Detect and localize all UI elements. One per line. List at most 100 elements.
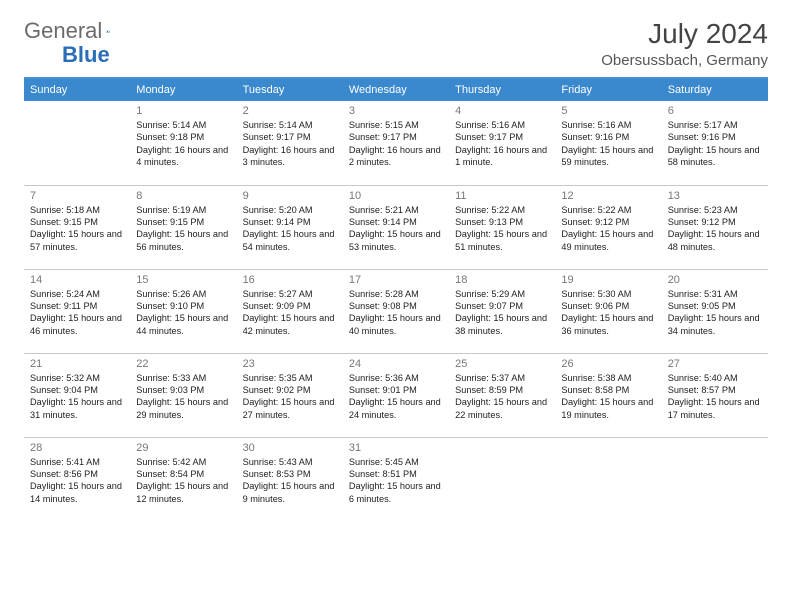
day-info: Sunrise: 5:40 AMSunset: 8:57 PMDaylight:… bbox=[668, 372, 762, 422]
day-number: 7 bbox=[30, 190, 124, 202]
brand-word-1: General bbox=[24, 18, 102, 44]
calendar-cell bbox=[662, 437, 768, 521]
day-number: 24 bbox=[349, 358, 443, 370]
calendar-cell bbox=[24, 101, 130, 185]
calendar-row: 14 Sunrise: 5:24 AMSunset: 9:11 PMDayligh… bbox=[24, 269, 768, 353]
day-number: 4 bbox=[455, 105, 549, 117]
calendar-cell: 2 Sunrise: 5:14 AMSunset: 9:17 PMDaylight… bbox=[237, 101, 343, 185]
day-info: Sunrise: 5:45 AMSunset: 8:51 PMDaylight:… bbox=[349, 456, 443, 506]
day-number: 5 bbox=[561, 105, 655, 117]
day-info: Sunrise: 5:31 AMSunset: 9:05 PMDaylight:… bbox=[668, 288, 762, 338]
calendar-cell: 25 Sunrise: 5:37 AMSunset: 8:59 PMDayligh… bbox=[449, 353, 555, 437]
day-number: 26 bbox=[561, 358, 655, 370]
day-info: Sunrise: 5:32 AMSunset: 9:04 PMDaylight:… bbox=[30, 372, 124, 422]
calendar-cell: 16 Sunrise: 5:27 AMSunset: 9:09 PMDayligh… bbox=[237, 269, 343, 353]
day-info: Sunrise: 5:42 AMSunset: 8:54 PMDaylight:… bbox=[136, 456, 230, 506]
day-info: Sunrise: 5:14 AMSunset: 9:17 PMDaylight:… bbox=[243, 119, 337, 169]
day-info: Sunrise: 5:28 AMSunset: 9:08 PMDaylight:… bbox=[349, 288, 443, 338]
day-number: 21 bbox=[30, 358, 124, 370]
calendar-cell: 24 Sunrise: 5:36 AMSunset: 9:01 PMDayligh… bbox=[343, 353, 449, 437]
day-header-row: SundayMondayTuesdayWednesdayThursdayFrid… bbox=[24, 78, 768, 101]
day-number: 10 bbox=[349, 190, 443, 202]
brand-word-2: Blue bbox=[62, 42, 110, 67]
day-info: Sunrise: 5:16 AMSunset: 9:16 PMDaylight:… bbox=[561, 119, 655, 169]
calendar-cell: 26Sunrise: 5:38 AMSunset: 8:58 PMDayligh… bbox=[555, 353, 661, 437]
day-header: Thursday bbox=[449, 78, 555, 101]
day-header: Friday bbox=[555, 78, 661, 101]
day-info: Sunrise: 5:24 AMSunset: 9:11 PMDaylight:… bbox=[30, 288, 124, 338]
calendar-table: SundayMondayTuesdayWednesdayThursdayFrid… bbox=[24, 77, 768, 521]
day-number: 2 bbox=[243, 105, 337, 117]
day-number: 9 bbox=[243, 190, 337, 202]
page-title: July 2024 bbox=[601, 18, 768, 50]
day-info: Sunrise: 5:23 AMSunset: 9:12 PMDaylight:… bbox=[668, 204, 762, 254]
day-info: Sunrise: 5:43 AMSunset: 8:53 PMDaylight:… bbox=[243, 456, 337, 506]
calendar-cell: 30 Sunrise: 5:43 AMSunset: 8:53 PMDayligh… bbox=[237, 437, 343, 521]
calendar-cell bbox=[555, 437, 661, 521]
calendar-row: 21 Sunrise: 5:32 AMSunset: 9:04 PMDayligh… bbox=[24, 353, 768, 437]
calendar-cell: 11Sunrise: 5:22 AMSunset: 9:13 PMDayligh… bbox=[449, 185, 555, 269]
calendar-cell: 7 Sunrise: 5:18 AMSunset: 9:15 PMDaylight… bbox=[24, 185, 130, 269]
calendar-cell: 8Sunrise: 5:19 AMSunset: 9:15 PMDaylight… bbox=[130, 185, 236, 269]
day-info: Sunrise: 5:27 AMSunset: 9:09 PMDaylight:… bbox=[243, 288, 337, 338]
day-number: 18 bbox=[455, 274, 549, 286]
brand-logo: General bbox=[24, 18, 132, 44]
calendar-cell bbox=[449, 437, 555, 521]
calendar-cell: 6 Sunrise: 5:17 AMSunset: 9:16 PMDaylight… bbox=[662, 101, 768, 185]
calendar-cell: 9 Sunrise: 5:20 AMSunset: 9:14 PMDaylight… bbox=[237, 185, 343, 269]
calendar-cell: 5 Sunrise: 5:16 AMSunset: 9:16 PMDaylight… bbox=[555, 101, 661, 185]
calendar-cell: 12Sunrise: 5:22 AMSunset: 9:12 PMDayligh… bbox=[555, 185, 661, 269]
calendar-cell: 10Sunrise: 5:21 AMSunset: 9:14 PMDayligh… bbox=[343, 185, 449, 269]
location-text: Obersussbach, Germany bbox=[601, 52, 768, 69]
day-number: 16 bbox=[243, 274, 337, 286]
calendar-cell: 23 Sunrise: 5:35 AMSunset: 9:02 PMDayligh… bbox=[237, 353, 343, 437]
page-header: General July 2024 Obersussbach, Germany bbox=[24, 18, 768, 69]
calendar-cell: 18 Sunrise: 5:29 AMSunset: 9:07 PMDayligh… bbox=[449, 269, 555, 353]
calendar-cell: 14 Sunrise: 5:24 AMSunset: 9:11 PMDayligh… bbox=[24, 269, 130, 353]
calendar-row: 1Sunrise: 5:14 AMSunset: 9:18 PMDaylight… bbox=[24, 101, 768, 185]
day-number: 1 bbox=[136, 105, 230, 117]
day-number: 14 bbox=[30, 274, 124, 286]
calendar-head: SundayMondayTuesdayWednesdayThursdayFrid… bbox=[24, 78, 768, 101]
day-number: 30 bbox=[243, 442, 337, 454]
day-info: Sunrise: 5:22 AMSunset: 9:12 PMDaylight:… bbox=[561, 204, 655, 254]
brand-word-2-wrap: Blue bbox=[24, 42, 110, 68]
calendar-cell: 13 Sunrise: 5:23 AMSunset: 9:12 PMDayligh… bbox=[662, 185, 768, 269]
day-info: Sunrise: 5:17 AMSunset: 9:16 PMDaylight:… bbox=[668, 119, 762, 169]
day-number: 23 bbox=[243, 358, 337, 370]
day-number: 11 bbox=[455, 190, 549, 202]
day-number: 25 bbox=[455, 358, 549, 370]
day-number: 6 bbox=[668, 105, 762, 117]
day-header: Tuesday bbox=[237, 78, 343, 101]
calendar-cell: 22Sunrise: 5:33 AMSunset: 9:03 PMDayligh… bbox=[130, 353, 236, 437]
calendar-cell: 15Sunrise: 5:26 AMSunset: 9:10 PMDayligh… bbox=[130, 269, 236, 353]
day-info: Sunrise: 5:35 AMSunset: 9:02 PMDaylight:… bbox=[243, 372, 337, 422]
day-info: Sunrise: 5:30 AMSunset: 9:06 PMDaylight:… bbox=[561, 288, 655, 338]
day-header: Sunday bbox=[24, 78, 130, 101]
day-header: Monday bbox=[130, 78, 236, 101]
day-info: Sunrise: 5:41 AMSunset: 8:56 PMDaylight:… bbox=[30, 456, 124, 506]
day-number: 31 bbox=[349, 442, 443, 454]
day-number: 19 bbox=[561, 274, 655, 286]
day-number: 13 bbox=[668, 190, 762, 202]
day-number: 15 bbox=[136, 274, 230, 286]
day-number: 20 bbox=[668, 274, 762, 286]
calendar-cell: 29Sunrise: 5:42 AMSunset: 8:54 PMDayligh… bbox=[130, 437, 236, 521]
day-info: Sunrise: 5:15 AMSunset: 9:17 PMDaylight:… bbox=[349, 119, 443, 169]
title-block: July 2024 Obersussbach, Germany bbox=[601, 18, 768, 69]
calendar-cell: 1Sunrise: 5:14 AMSunset: 9:18 PMDaylight… bbox=[130, 101, 236, 185]
day-info: Sunrise: 5:16 AMSunset: 9:17 PMDaylight:… bbox=[455, 119, 549, 169]
calendar-cell: 3Sunrise: 5:15 AMSunset: 9:17 PMDaylight… bbox=[343, 101, 449, 185]
day-info: Sunrise: 5:36 AMSunset: 9:01 PMDaylight:… bbox=[349, 372, 443, 422]
day-info: Sunrise: 5:29 AMSunset: 9:07 PMDaylight:… bbox=[455, 288, 549, 338]
calendar-cell: 21 Sunrise: 5:32 AMSunset: 9:04 PMDayligh… bbox=[24, 353, 130, 437]
day-info: Sunrise: 5:18 AMSunset: 9:15 PMDaylight:… bbox=[30, 204, 124, 254]
day-number: 28 bbox=[30, 442, 124, 454]
day-info: Sunrise: 5:20 AMSunset: 9:14 PMDaylight:… bbox=[243, 204, 337, 254]
calendar-cell: 17 Sunrise: 5:28 AMSunset: 9:08 PMDayligh… bbox=[343, 269, 449, 353]
day-info: Sunrise: 5:19 AMSunset: 9:15 PMDaylight:… bbox=[136, 204, 230, 254]
day-info: Sunrise: 5:37 AMSunset: 8:59 PMDaylight:… bbox=[455, 372, 549, 422]
day-header: Wednesday bbox=[343, 78, 449, 101]
calendar-row: 28 Sunrise: 5:41 AMSunset: 8:56 PMDayligh… bbox=[24, 437, 768, 521]
day-number: 17 bbox=[349, 274, 443, 286]
